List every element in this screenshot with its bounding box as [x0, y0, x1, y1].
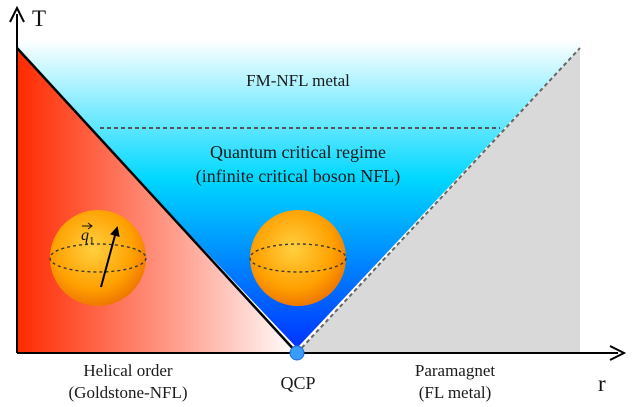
- paramagnet-sublabel: (FL metal): [419, 383, 492, 402]
- x-axis-label: r: [598, 371, 606, 396]
- y-axis-label: T: [32, 6, 46, 31]
- y-axis-arrow-icon: [9, 5, 25, 23]
- helical-order-sublabel: (Goldstone-NFL): [69, 383, 188, 402]
- fm-nfl-label: FM-NFL metal: [246, 71, 350, 90]
- q1-vector-arrow: [100, 226, 120, 288]
- x-axis-arrow-icon: [609, 345, 627, 361]
- paramagnet-label: Paramagnet: [415, 361, 496, 380]
- quantum-critical-sublabel: (infinite critical boson NFL): [196, 166, 400, 187]
- helical-phase-boundary: [16, 47, 298, 354]
- qcp-point: [289, 345, 305, 361]
- vector-accent-icon: [82, 222, 93, 230]
- crossover-dashed-line-diagonal: [296, 47, 581, 354]
- q1-vector-label: q1: [81, 227, 95, 247]
- quantum-critical-label: Quantum critical regime: [210, 142, 386, 162]
- fermi-sphere-helical: [49, 210, 147, 306]
- quantum-critical-region: [17, 40, 580, 348]
- helical-order-label: Helical order: [83, 361, 173, 380]
- paramagnet-region: [297, 48, 580, 353]
- fermi-sphere-critical: [249, 210, 347, 306]
- qcp-label: QCP: [280, 373, 315, 393]
